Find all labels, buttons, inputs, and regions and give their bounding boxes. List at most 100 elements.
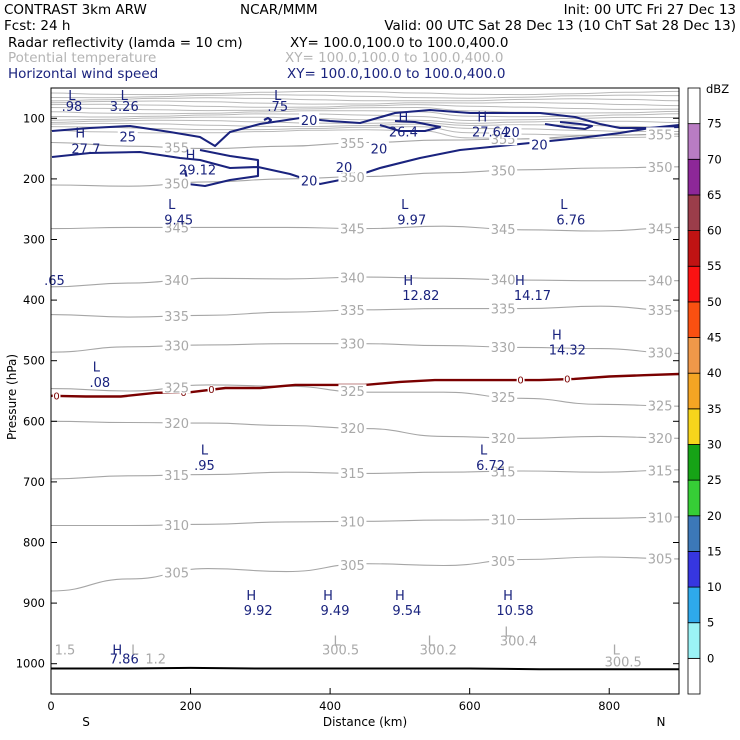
theta-extrema-label: 1.2 bbox=[145, 653, 166, 668]
surface-line bbox=[51, 666, 679, 671]
wind-extrema-label: H bbox=[395, 589, 405, 604]
theta-label-bg bbox=[338, 466, 367, 480]
theta-label-355: 355 bbox=[340, 137, 365, 152]
wind-extrema-label: 9.92 bbox=[244, 604, 273, 619]
wind-label-bg bbox=[501, 125, 522, 139]
colorbar-swatch bbox=[687, 622, 701, 659]
freezing-level-label: 0 bbox=[564, 375, 570, 386]
theta-label-bg bbox=[338, 270, 367, 284]
theta-label-315: 315 bbox=[164, 469, 189, 484]
colorbar-level-label: 60 bbox=[707, 224, 722, 238]
wind-speed-label: 20 bbox=[503, 126, 520, 141]
theta-label-315: 315 bbox=[491, 465, 516, 480]
theta-extrema-label: 300.2 bbox=[420, 644, 457, 659]
wind-extrema-label: H bbox=[503, 589, 513, 604]
theta-label-305: 305 bbox=[491, 555, 516, 570]
colorbar-level-label: 65 bbox=[707, 188, 722, 202]
theta-label-bg bbox=[162, 468, 191, 482]
theta-label-bg bbox=[489, 430, 518, 444]
theta-label-bg bbox=[162, 273, 191, 287]
upper-isentrope-line bbox=[50, 90, 680, 96]
theta-label-335: 335 bbox=[340, 304, 365, 319]
wind-extrema-label: .98 bbox=[62, 100, 83, 115]
x-axis-label: Distance (km) bbox=[323, 715, 407, 729]
theta-label-340: 340 bbox=[340, 271, 365, 286]
y-tick-label: 400 bbox=[23, 293, 45, 307]
theta-label-bg bbox=[489, 221, 518, 235]
colorbar-swatch bbox=[687, 265, 701, 303]
theta-extrema-label: L bbox=[613, 644, 621, 659]
wind-extrema-label: 14.32 bbox=[549, 344, 586, 359]
wind-extrema-label: 6.76 bbox=[556, 213, 585, 228]
theta-label-310: 310 bbox=[340, 515, 365, 530]
theta-label-bg bbox=[162, 140, 191, 154]
colorbar-level-label: 75 bbox=[707, 117, 722, 131]
colorbar-level-label: 50 bbox=[707, 295, 722, 309]
upper-isentrope-line bbox=[50, 126, 680, 136]
model-title: CONTRAST 3km ARW bbox=[4, 2, 147, 18]
colorbar-swatch bbox=[687, 551, 701, 588]
theta-label-315: 315 bbox=[648, 464, 673, 479]
colorbar-swatch bbox=[687, 479, 701, 517]
wind-extrema-label: H bbox=[403, 274, 413, 289]
theta-extrema-label: L bbox=[504, 625, 512, 640]
theta-label-330: 330 bbox=[340, 338, 365, 353]
theta-label-bg bbox=[489, 553, 518, 567]
colorbar-swatch bbox=[687, 515, 701, 552]
theta-extrema-label: 300.4 bbox=[500, 635, 537, 650]
wind-extrema-label: 27.7 bbox=[71, 142, 100, 157]
theta-label-bg bbox=[338, 136, 367, 150]
wind-speed-contour bbox=[263, 116, 273, 124]
wind-extrema-label: L bbox=[121, 89, 129, 104]
theta-label-bg bbox=[162, 176, 191, 190]
y-tick-label: 300 bbox=[23, 233, 45, 247]
colorbar-level-label: 25 bbox=[707, 473, 722, 487]
init-time: Init: 00 UTC Fri 27 Dec 13 bbox=[564, 2, 736, 18]
theta-label-bg bbox=[646, 127, 675, 141]
wind-speed-contour bbox=[183, 148, 260, 188]
theta-label-bg bbox=[338, 421, 367, 435]
wind-label-bg bbox=[299, 113, 320, 127]
y-tick-label: 500 bbox=[23, 354, 45, 368]
theta-label-340: 340 bbox=[648, 275, 673, 290]
theta-label-330: 330 bbox=[164, 340, 189, 355]
colorbar-level-label: 10 bbox=[707, 580, 722, 594]
colorbar-swatch bbox=[687, 230, 701, 267]
theta-label-bg bbox=[489, 339, 518, 353]
theta-label-335: 335 bbox=[491, 303, 516, 318]
colorbar-level-label: 20 bbox=[707, 509, 722, 523]
wind-speed-contour bbox=[544, 120, 594, 131]
theta-label-bg bbox=[162, 380, 191, 394]
wind-extrema-label: 12.82 bbox=[402, 289, 439, 304]
theta-label-305: 305 bbox=[340, 559, 365, 574]
theta-label-345: 345 bbox=[340, 222, 365, 237]
upper-dense-isentropes bbox=[50, 90, 680, 140]
forecast-hour: Fcst: 24 h bbox=[4, 18, 70, 34]
wind-extrema-label: L bbox=[480, 444, 488, 459]
wind-extrema-label: H bbox=[75, 127, 85, 142]
wind-extrema-label: H bbox=[515, 274, 525, 289]
colorbar-swatch bbox=[687, 158, 701, 196]
theta-label-bg bbox=[489, 512, 518, 526]
theta-label-bg bbox=[338, 384, 367, 398]
theta-label-315: 315 bbox=[340, 467, 365, 482]
x-tick-label: 200 bbox=[180, 699, 202, 713]
theta-label-320: 320 bbox=[491, 432, 516, 447]
colorbar-swatch bbox=[687, 444, 701, 481]
theta-label-325: 325 bbox=[491, 391, 516, 406]
theta-label-bg bbox=[646, 273, 675, 287]
theta-extrema-label: L bbox=[333, 635, 341, 650]
theta-label-330: 330 bbox=[648, 346, 673, 361]
wind-extrema-label: .65 bbox=[44, 274, 65, 289]
field-xy-reflectivity: XY= 100.0,100.0 to 100.0,400.0 bbox=[290, 35, 508, 51]
theta-label-bg bbox=[646, 160, 675, 174]
y-tick-label: 200 bbox=[23, 172, 45, 186]
theta-label-345: 345 bbox=[648, 222, 673, 237]
wind-extrema-label: 9.54 bbox=[392, 604, 421, 619]
theta-label-bg bbox=[338, 221, 367, 235]
colorbar-level-label: 45 bbox=[707, 331, 722, 345]
theta-label-350: 350 bbox=[340, 171, 365, 186]
wind-extrema-label: L bbox=[68, 89, 76, 104]
